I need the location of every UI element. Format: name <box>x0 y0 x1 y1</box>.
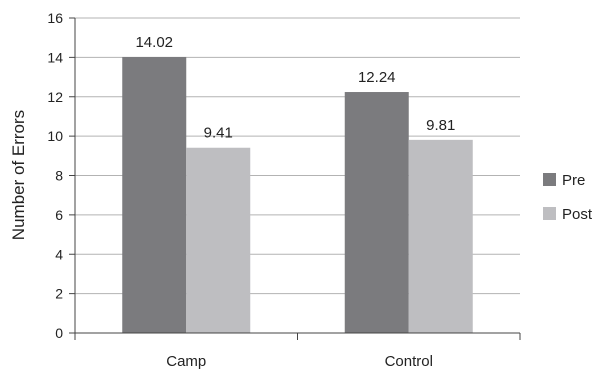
category-label: Camp <box>166 353 206 369</box>
data-label: 12.24 <box>358 69 396 86</box>
y-tick-label: 2 <box>55 286 63 302</box>
legend-label-pre: Pre <box>562 172 585 189</box>
category-labels: Camp Control <box>166 353 433 369</box>
data-labels: 14.02 9.41 12.24 9.81 <box>135 34 455 142</box>
data-label: 9.81 <box>426 117 455 134</box>
axes <box>69 17 521 340</box>
data-label: 14.02 <box>135 34 173 51</box>
y-axis-label: Number of Errors <box>9 110 28 240</box>
bars <box>122 56 473 334</box>
legend-swatch-post <box>543 207 556 220</box>
bar-post-control <box>408 139 473 333</box>
y-tick-label: 8 <box>55 168 63 184</box>
y-tick-label: 10 <box>47 128 63 144</box>
bar-pre-control <box>344 92 409 334</box>
y-tick-label: 0 <box>55 325 63 341</box>
bar-post-camp <box>186 147 251 333</box>
legend-label-post: Post <box>562 206 593 223</box>
y-tick-label: 16 <box>47 10 63 26</box>
legend-swatch-pre <box>543 173 556 186</box>
category-label: Control <box>385 353 433 369</box>
y-tick-label: 14 <box>47 49 63 65</box>
bar-pre-camp <box>122 56 187 333</box>
y-tick-label: 4 <box>55 246 63 262</box>
legend: Pre Post <box>543 172 593 223</box>
y-tick-labels: 0 2 4 6 8 10 12 14 16 <box>47 10 63 341</box>
y-tick-label: 12 <box>47 89 63 105</box>
data-label: 9.41 <box>204 125 233 142</box>
y-tick-label: 6 <box>55 207 63 223</box>
